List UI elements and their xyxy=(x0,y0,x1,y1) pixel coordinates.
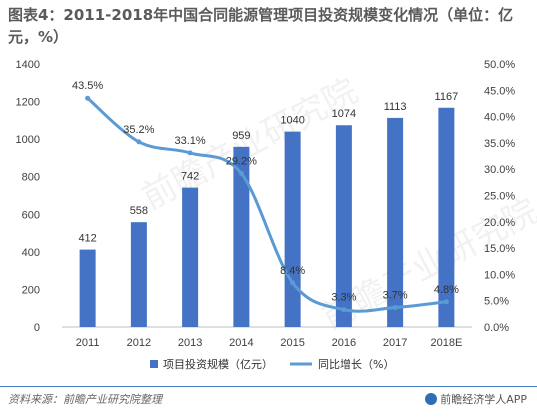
growth-point xyxy=(290,280,296,286)
bar-value-label: 412 xyxy=(78,233,96,245)
growth-point xyxy=(187,150,193,156)
growth-point xyxy=(136,139,142,145)
y-left-tick-label: 1200 xyxy=(16,97,40,109)
growth-value-label: 3.7% xyxy=(383,290,408,302)
bar-value-label: 1040 xyxy=(280,115,304,127)
growth-value-label: 29.2% xyxy=(226,155,257,167)
growth-value-label: 8.4% xyxy=(280,265,305,277)
chart: 前瞻产业研究院前瞻产业研究院02004006008001000120014000… xyxy=(16,59,537,371)
bar xyxy=(438,107,455,327)
y-right-tick-label: 15.0% xyxy=(484,243,515,255)
bar-value-label: 742 xyxy=(181,171,199,183)
y-left-tick-label: 400 xyxy=(22,247,40,259)
y-left-tick-label: 1000 xyxy=(16,134,40,146)
bar xyxy=(130,222,147,327)
y-right-tick-label: 20.0% xyxy=(484,217,515,229)
y-left-tick-label: 800 xyxy=(22,172,40,184)
y-right-tick-label: 50.0% xyxy=(484,59,515,71)
bar-value-label: 1113 xyxy=(384,101,407,113)
legend-bar-swatch xyxy=(150,360,158,368)
bar xyxy=(233,146,250,327)
growth-point xyxy=(85,95,91,101)
growth-point xyxy=(443,299,449,305)
x-tick-label: 2018E xyxy=(430,337,462,349)
watermark-text: 前瞻产业研究院 xyxy=(135,71,364,218)
growth-value-label: 33.1% xyxy=(175,135,206,147)
brand-text: 前瞻经济学人APP xyxy=(440,393,527,406)
bar xyxy=(182,187,199,327)
y-right-tick-label: 35.0% xyxy=(484,138,515,150)
legend-bar-label: 项目投资规模（亿元） xyxy=(163,357,273,371)
growth-line xyxy=(86,97,447,313)
footer-divider xyxy=(0,386,537,387)
bar xyxy=(387,117,404,327)
x-tick-label: 2013 xyxy=(178,337,202,349)
y-right-tick-label: 0.0% xyxy=(484,322,509,334)
x-tick-label: 2017 xyxy=(383,337,407,349)
y-left-tick-label: 200 xyxy=(22,284,40,296)
growth-value-label: 35.2% xyxy=(123,124,154,136)
x-tick-label: 2015 xyxy=(280,337,304,349)
bar xyxy=(335,125,352,328)
bar-value-label: 558 xyxy=(130,205,148,217)
y-right-tick-label: 5.0% xyxy=(484,296,509,308)
y-right-tick-label: 10.0% xyxy=(484,269,515,281)
bar xyxy=(284,131,301,327)
bar-value-label: 959 xyxy=(232,130,250,142)
x-tick-label: 2016 xyxy=(332,337,356,349)
growth-value-label: 43.5% xyxy=(72,80,103,92)
brand-logo-icon xyxy=(425,393,438,405)
growth-value-label: 4.8% xyxy=(434,284,459,296)
y-right-tick-label: 25.0% xyxy=(484,191,515,203)
y-left-tick-label: 0 xyxy=(34,322,40,334)
bar-value-label: 1167 xyxy=(435,91,459,103)
x-tick-label: 2014 xyxy=(229,337,253,349)
x-tick-label: 2011 xyxy=(76,337,100,349)
bar xyxy=(79,249,96,327)
bar-value-label: 1074 xyxy=(332,108,356,120)
y-left-tick-label: 600 xyxy=(22,209,40,221)
y-left-tick-label: 1400 xyxy=(16,59,40,71)
y-right-tick-label: 45.0% xyxy=(484,85,515,97)
growth-point xyxy=(341,307,347,313)
chart-title: 图表4：2011-2018年中国合同能源管理项目投资规模变化情况（单位：亿元，%… xyxy=(8,6,514,46)
x-tick-label: 2012 xyxy=(127,337,151,349)
y-right-tick-label: 30.0% xyxy=(484,164,515,176)
growth-point xyxy=(238,170,244,176)
growth-point xyxy=(392,305,398,311)
growth-value-label: 3.3% xyxy=(331,292,356,304)
y-right-tick-label: 40.0% xyxy=(484,112,515,124)
source-note: 资料来源：前瞻产业研究院整理 xyxy=(8,393,162,406)
legend-line-label: 同比增长（%） xyxy=(318,357,394,371)
brand-label: 前瞻经济学人APP xyxy=(425,391,527,407)
